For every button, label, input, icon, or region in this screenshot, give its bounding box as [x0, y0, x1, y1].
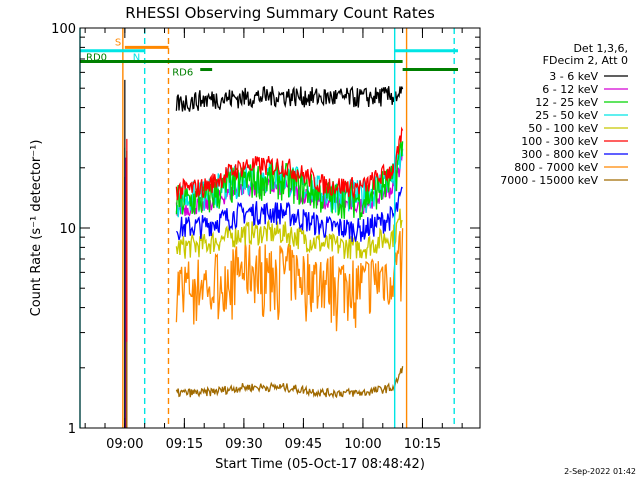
- legend-label-5: 100 - 300 keV: [521, 135, 598, 148]
- legend-header-line1: Det 1,3,6,: [573, 42, 628, 55]
- series-line-6: [175, 186, 403, 242]
- series-line-7: [175, 228, 404, 332]
- x-tick-label: 09:00: [106, 437, 143, 452]
- legend-label-2: 12 - 25 keV: [535, 96, 598, 109]
- series-line-5: [175, 126, 404, 201]
- series-layer: [124, 79, 404, 428]
- series-line-8: [175, 366, 404, 400]
- y-axis: 1 10 100: [51, 22, 480, 437]
- flag-label-3: RD0: [86, 52, 107, 63]
- x-tick-label: 09:30: [225, 437, 262, 452]
- x-tick-label: 09:15: [166, 437, 203, 452]
- legend-label-7: 800 - 7000 keV: [514, 161, 598, 174]
- series-line-4: [175, 208, 403, 260]
- legend-label-4: 50 - 100 keV: [528, 122, 598, 135]
- generation-timestamp: 2-Sep-2022 01:42: [564, 467, 636, 476]
- legend-label-6: 300 - 800 keV: [521, 148, 598, 161]
- x-axis: 09:00 09:15 09:30 09:45 10:00 10:15: [84, 28, 463, 452]
- legend-label-3: 25 - 50 keV: [535, 109, 598, 122]
- legend-header-line2: FDecim 2, Att 0: [543, 54, 628, 67]
- y-axis-label: Count Rate (s⁻¹ detector⁻¹): [29, 140, 44, 317]
- x-tick-label: 10:15: [404, 437, 441, 452]
- legend-label-8: 7000 - 15000 keV: [500, 174, 598, 187]
- y-tick-label: 100: [51, 22, 76, 37]
- flag-bars: S N RD0 RD6: [80, 37, 458, 79]
- series-line-0: [175, 85, 404, 112]
- flag-label-1: N: [133, 53, 140, 64]
- series-line-2: [175, 140, 404, 220]
- y-tick-label: 1: [68, 422, 76, 437]
- flag-label-4: RD6: [172, 68, 193, 79]
- legend-label-0: 3 - 6 keV: [549, 70, 598, 83]
- y-tick-label: 10: [59, 222, 76, 237]
- x-tick-label: 09:45: [285, 437, 322, 452]
- legend-label-1: 6 - 12 keV: [542, 83, 598, 96]
- chart-title: RHESSI Observing Summary Count Rates: [125, 4, 435, 22]
- flag-label-0: S: [115, 37, 121, 48]
- x-tick-label: 10:00: [344, 437, 381, 452]
- x-axis-label: Start Time (05-Oct-17 08:48:42): [215, 457, 425, 472]
